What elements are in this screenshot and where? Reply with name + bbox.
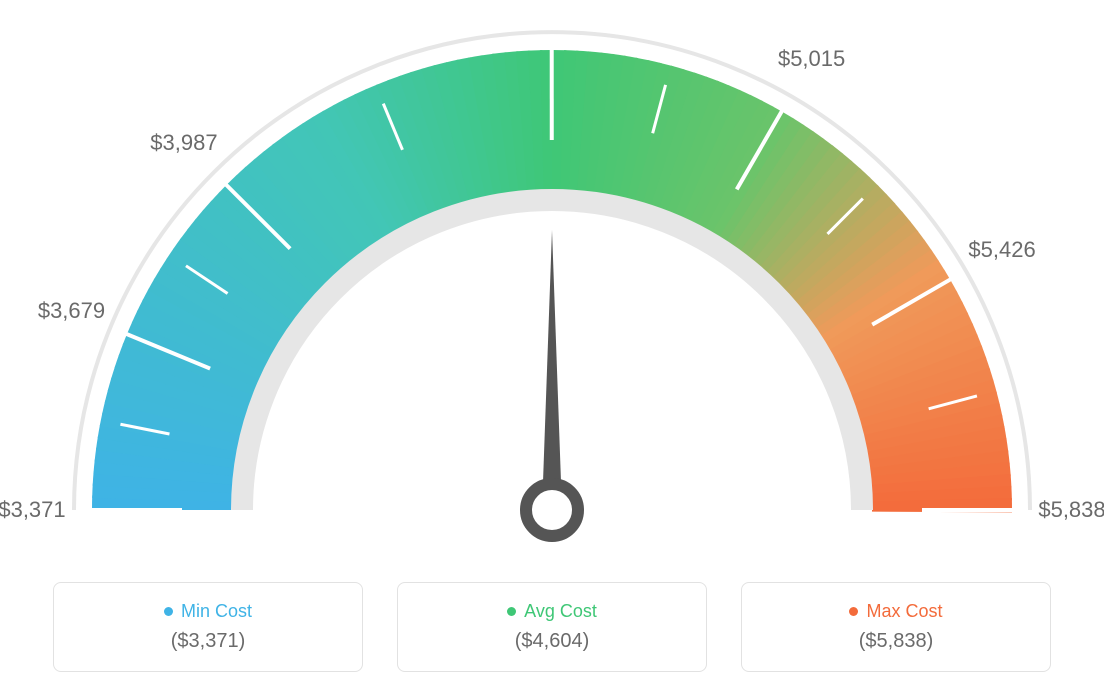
max-cost-title: Max Cost — [849, 601, 942, 622]
min-cost-title-text: Min Cost — [181, 601, 252, 622]
gauge-tick-label: $5,426 — [968, 237, 1035, 263]
gauge-tick-label: $3,679 — [38, 298, 105, 324]
max-cost-title-text: Max Cost — [866, 601, 942, 622]
min-cost-title: Min Cost — [164, 601, 252, 622]
avg-cost-card: Avg Cost ($4,604) — [397, 582, 707, 672]
avg-cost-title: Avg Cost — [507, 601, 597, 622]
gauge-tick-label: $5,015 — [778, 46, 845, 72]
max-dot-icon — [849, 607, 858, 616]
avg-cost-value: ($4,604) — [515, 630, 590, 653]
gauge-svg — [0, 0, 1104, 560]
min-cost-card: Min Cost ($3,371) — [53, 582, 363, 672]
gauge-chart-container: $3,371 $3,679 $3,987 $4,604 $5,015 $5,426 $5,8… — [0, 0, 1104, 690]
legend-row: Min Cost ($3,371) Avg Cost ($4,604) Max … — [0, 582, 1104, 672]
min-cost-value: ($3,371) — [171, 630, 246, 653]
gauge-tick-label: $4,604 — [518, 0, 585, 3]
gauge-tick-label: $3,987 — [150, 130, 217, 156]
gauge-tick-label: $5,838 — [1038, 497, 1104, 523]
min-dot-icon — [164, 607, 173, 616]
max-cost-card: Max Cost ($5,838) — [741, 582, 1051, 672]
avg-dot-icon — [507, 607, 516, 616]
gauge-tick-label: $3,371 — [0, 497, 66, 523]
max-cost-value: ($5,838) — [859, 630, 934, 653]
gauge-area: $3,371 $3,679 $3,987 $4,604 $5,015 $5,426 $5,8… — [0, 0, 1104, 560]
avg-cost-title-text: Avg Cost — [524, 601, 597, 622]
